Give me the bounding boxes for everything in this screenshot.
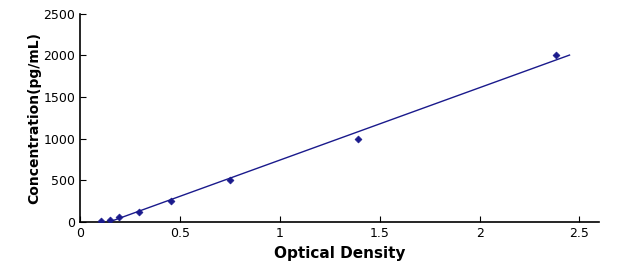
Point — [551, 53, 561, 57]
Y-axis label: Concentration(pg/mL): Concentration(pg/mL) — [27, 32, 41, 204]
Point — [106, 217, 116, 222]
Point — [134, 210, 144, 214]
Point — [353, 137, 363, 141]
Point — [96, 219, 106, 223]
Point — [226, 178, 235, 183]
Point — [114, 215, 124, 219]
Point — [166, 199, 176, 204]
X-axis label: Optical Density: Optical Density — [274, 246, 405, 261]
